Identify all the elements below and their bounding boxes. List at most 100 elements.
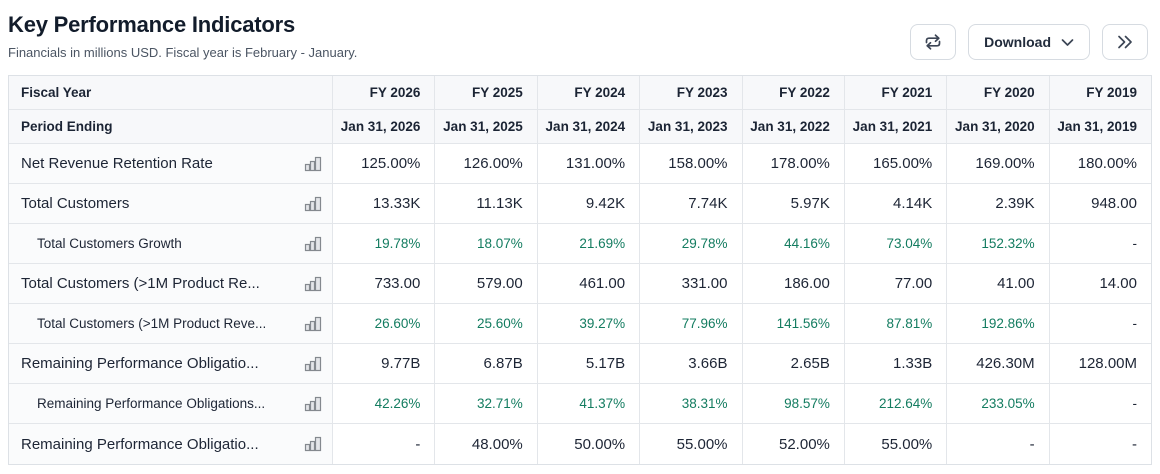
metric-value-cell: 29.78%	[640, 224, 743, 263]
metric-row: Total Customers (>1M Product Re... 733.0…	[9, 264, 1151, 304]
metric-row: Total Customers Growth 19.78% 18.07% 21.69…	[9, 224, 1151, 264]
metric-label-cell: Total Customers	[9, 184, 333, 223]
metric-value-cell: -	[1132, 236, 1138, 251]
metric-value-cell: 14.00	[1099, 275, 1137, 292]
metric-value-cell: 1.33B	[845, 344, 948, 383]
metric-value-cell: 41.00	[947, 264, 1050, 303]
metric-label: Total Customers (>1M Product Reve...	[37, 316, 267, 331]
metric-value-cell: 39.27%	[538, 304, 641, 343]
download-label: Download	[984, 34, 1051, 50]
metric-value-cell: 48.00%	[435, 424, 538, 464]
bar-chart-icon[interactable]	[296, 276, 322, 292]
metric-value-cell: 18.07%	[435, 224, 538, 263]
metric-value-cell: 579.00	[435, 264, 538, 303]
metric-value-cell: 141.56%	[743, 304, 845, 343]
metric-value-cell: 77.00	[845, 264, 948, 303]
metric-value-cell: 9.42K	[538, 184, 641, 223]
metric-value-cell: 6.87B	[435, 344, 538, 383]
page-subtitle: Financials in millions USD. Fiscal year …	[8, 45, 358, 60]
metric-row: Remaining Performance Obligatio... 9.77B…	[9, 344, 1151, 384]
expand-button[interactable]	[1102, 24, 1148, 60]
header-label: Fiscal Year	[9, 76, 333, 109]
metric-row: Remaining Performance Obligatio... - 48.0…	[9, 424, 1151, 464]
metric-value-cell: 128.00M	[1078, 355, 1137, 372]
header-value-cell: Jan 31, 2022	[743, 110, 845, 143]
metric-value-cell: 192.86%	[947, 304, 1050, 343]
bar-chart-icon[interactable]	[296, 236, 322, 252]
header-value-cell: Jan 31, 2023	[640, 110, 743, 143]
metric-value-cell: 26.60%	[333, 304, 436, 343]
metric-value-cell: 461.00	[538, 264, 641, 303]
chevron-down-icon	[1061, 38, 1074, 47]
bar-chart-icon[interactable]	[296, 156, 322, 172]
metric-value-cell: 87.81%	[845, 304, 948, 343]
bar-chart-icon[interactable]	[296, 436, 322, 452]
metric-row: Total Customers 13.33K 11.13K 9.42K 7.74K 5.…	[9, 184, 1151, 224]
metric-label: Total Customers	[21, 195, 130, 212]
header-value-cell: FY 2025	[435, 76, 538, 109]
metric-value-cell: 733.00	[333, 264, 436, 303]
metric-label-cell: Remaining Performance Obligations...	[9, 384, 333, 423]
metric-value-cell: -	[1132, 435, 1137, 453]
metric-value-cell: 73.04%	[845, 224, 948, 263]
header-value-cell: FY 2026	[333, 76, 436, 109]
header-value-cell: Jan 31, 2019	[1057, 119, 1137, 134]
metric-value-cell: 125.00%	[333, 144, 436, 183]
metric-value-cell: 126.00%	[435, 144, 538, 183]
metric-value-cell: 948.00	[1091, 195, 1137, 212]
metric-label: Remaining Performance Obligatio...	[21, 435, 259, 453]
metric-row: Remaining Performance Obligations... 42.…	[9, 384, 1151, 424]
metric-value-cell: 4.14K	[845, 184, 948, 223]
metric-value-cell: 13.33K	[333, 184, 436, 223]
bar-chart-icon[interactable]	[296, 356, 322, 372]
header-value-cell: Jan 31, 2025	[435, 110, 538, 143]
metric-value-cell: 233.05%	[947, 384, 1050, 423]
metric-value-cell: -	[1132, 316, 1138, 331]
metric-row: Net Revenue Retention Rate 125.00% 126.00…	[9, 144, 1151, 184]
metric-value-cell: 165.00%	[845, 144, 948, 183]
metric-label: Total Customers (>1M Product Re...	[21, 275, 260, 292]
metric-value-cell: 44.16%	[743, 224, 845, 263]
header-value-cell: Jan 31, 2021	[845, 110, 948, 143]
metric-value-cell: 21.69%	[538, 224, 641, 263]
header-value-cell: FY 2023	[640, 76, 743, 109]
header-value-cell: FY 2021	[845, 76, 948, 109]
header-value-cell: FY 2024	[538, 76, 641, 109]
metric-value-cell: 3.66B	[640, 344, 743, 383]
metric-value-cell: 7.74K	[640, 184, 743, 223]
swap-arrows-icon	[922, 32, 944, 52]
header-value-cell: Jan 31, 2024	[538, 110, 641, 143]
metric-value-cell: 52.00%	[743, 424, 845, 464]
double-chevron-right-icon	[1116, 35, 1134, 49]
transpose-button[interactable]	[910, 24, 957, 60]
metric-value-cell: 169.00%	[947, 144, 1050, 183]
metric-value-cell: 55.00%	[640, 424, 743, 464]
metric-label: Remaining Performance Obligatio...	[21, 355, 259, 372]
metric-label-cell: Net Revenue Retention Rate	[9, 144, 333, 183]
bar-chart-icon[interactable]	[296, 396, 322, 412]
metric-label-cell: Remaining Performance Obligatio...	[9, 344, 333, 383]
bar-chart-icon[interactable]	[296, 316, 322, 332]
metric-row: Total Customers (>1M Product Reve... 26.…	[9, 304, 1151, 344]
metric-value-cell: 5.97K	[743, 184, 845, 223]
metric-label-cell: Remaining Performance Obligatio...	[9, 424, 333, 464]
metric-value-cell: 9.77B	[333, 344, 436, 383]
metric-value-cell: 5.17B	[538, 344, 641, 383]
kpi-table: Fiscal Year FY 2026 FY 2025 FY 2024 FY 2023 F…	[8, 75, 1152, 465]
metric-value-cell: 212.64%	[845, 384, 948, 423]
page-title: Key Performance Indicators	[8, 12, 296, 37]
metric-value-cell: 180.00%	[1077, 155, 1137, 172]
metric-value-cell: 77.96%	[640, 304, 743, 343]
metric-label-cell: Total Customers Growth	[9, 224, 333, 263]
top-bar: Key Performance Indicators Financials in…	[0, 0, 1160, 60]
metric-value-cell: 55.00%	[845, 424, 948, 464]
download-button[interactable]: Download	[968, 24, 1090, 60]
bar-chart-icon[interactable]	[296, 196, 322, 212]
metric-value-cell: 42.26%	[333, 384, 436, 423]
metric-value-cell: -	[1132, 396, 1138, 411]
metric-label: Total Customers Growth	[37, 236, 182, 251]
header-value-cell: Jan 31, 2020	[947, 110, 1050, 143]
metric-value-cell: 152.32%	[947, 224, 1050, 263]
metric-value-cell: 98.57%	[743, 384, 845, 423]
metric-label: Net Revenue Retention Rate	[21, 155, 213, 172]
